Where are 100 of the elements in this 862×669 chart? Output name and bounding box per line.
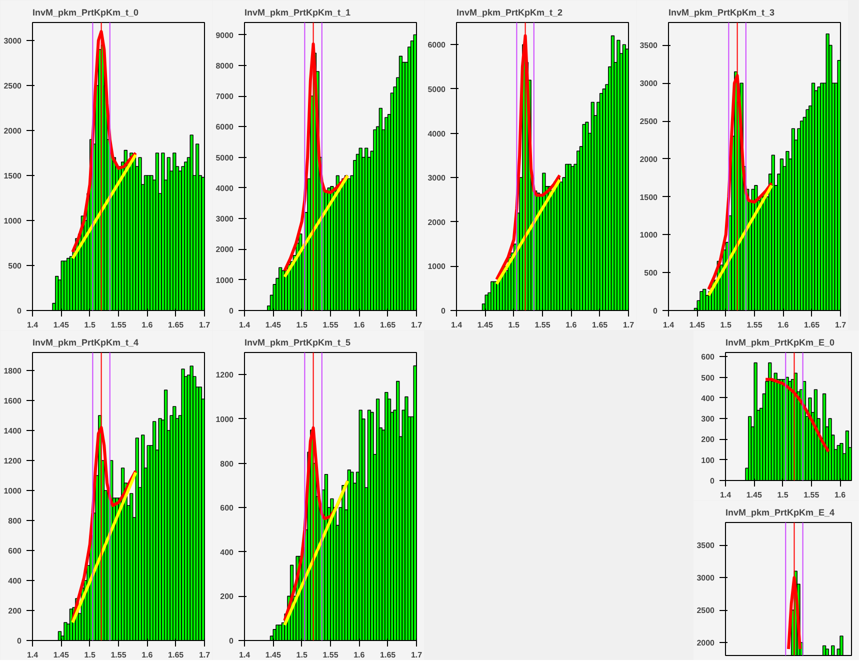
y-tick-label: 400 [701,394,716,403]
x-tick-label: 1.5 [296,320,308,330]
chart-title: InvM_pkm_PrtKpKm_t_3 [668,8,775,18]
y-tick-label: 0 [17,636,22,646]
y-tick-label: 300 [701,414,716,424]
x-tick-label: 1.6 [566,320,578,330]
x-tick-label: 1.45 [53,650,70,660]
x-tick-label: 1.6 [354,650,366,660]
x-tick-label: 1.4 [662,320,675,330]
x-tick-label: 1.6 [354,320,366,330]
x-tick-label: 1.65 [380,320,396,330]
y-tick-label: 2000 [4,126,22,136]
x-tick-label: 1.7 [410,320,423,330]
x-tick-label: 1.4 [450,320,463,330]
chart-title: InvM_pkm_PrtKpKm_t_4 [32,338,139,348]
y-tick-label: 2500 [4,82,22,90]
y-tick-label: 200 [701,435,716,444]
x-tick-label: 1.5 [508,320,520,330]
y-tick-label: 600 [8,546,22,556]
y-tick-label: 8000 [216,61,234,70]
x-tick-label: 1.6 [142,320,154,330]
x-tick-label: 1.65 [380,650,396,660]
y-tick-label: 5000 [216,153,234,162]
y-tick-label: 0 [710,476,716,486]
y-tick-label: 600 [701,352,716,362]
chart-title: InvM_pkm_PrtKpKm_t_2 [456,8,563,18]
y-tick-label: 7000 [216,92,234,102]
x-tick-label: 1.4 [238,320,251,330]
y-tick-label: 0 [17,306,22,316]
x-tick-label: 1.65 [592,320,608,330]
x-tick-label: 1.7 [410,650,423,660]
x-tick-label: 1.6 [834,490,846,500]
y-tick-label: 400 [8,576,22,586]
x-tick-label: 1.45 [265,320,282,330]
chart-title: InvM_pkm_PrtKpKm_t_0 [32,8,139,18]
y-tick-label: 2000 [216,245,234,254]
y-tick-label: 1200 [216,370,234,380]
y-tick-label: 200 [220,592,234,602]
y-tick-label: 6000 [428,40,446,50]
y-tick-label: 1200 [4,456,22,466]
y-tick-label: 1000 [216,276,234,285]
x-tick-label: 1.5 [720,320,732,330]
y-tick-label: 1000 [216,414,234,424]
x-tick-label: 1.7 [834,320,847,330]
y-tick-label: 1000 [4,216,22,226]
y-tick-label: 100 [701,456,716,465]
chart-title: InvM_pkm_PrtKpKm_t_1 [244,8,351,18]
y-tick-label: 0 [441,306,446,316]
x-tick-label: 1.7 [198,650,211,660]
x-tick-label: 1.65 [168,320,184,330]
x-tick-label: 1.55 [322,650,339,660]
y-tick-label: 1800 [4,366,22,376]
y-tick-label: 2500 [696,606,716,616]
chart-title: InvM_pkm_PrtKpKm_E_0 [726,338,835,348]
x-tick-label: 1.45 [689,320,706,330]
y-tick-label: 3000 [696,574,716,583]
y-tick-label: 1000 [428,262,446,272]
x-tick-label: 1.4 [238,650,251,660]
x-tick-label: 1.45 [746,490,762,500]
y-tick-label: 3000 [216,214,234,224]
x-tick-label: 1.7 [622,320,635,330]
y-tick-label: 0 [229,306,234,316]
x-tick-label: 1.5 [84,650,96,660]
x-tick-label: 1.55 [534,320,551,330]
y-tick-label: 3000 [428,174,446,183]
x-tick-label: 1.6 [142,650,154,660]
x-tick-label: 1.55 [110,320,127,330]
y-tick-label: 800 [8,516,22,526]
y-tick-label: 1500 [4,172,22,180]
x-tick-label: 1.55 [110,650,127,660]
y-tick-label: 1400 [4,426,22,436]
x-tick-label: 1.55 [804,490,820,500]
x-tick-label: 1.65 [804,320,820,330]
y-tick-label: 5000 [428,84,446,94]
y-tick-label: 3500 [696,541,716,550]
y-tick-label: 4000 [428,129,446,138]
y-tick-label: 6000 [216,122,234,132]
y-tick-label: 4000 [216,184,234,193]
y-tick-label: 200 [8,606,22,616]
x-tick-label: 1.4 [720,490,732,500]
y-tick-label: 800 [220,459,234,468]
y-tick-label: 500 [8,262,22,270]
y-tick-label: 1000 [640,230,658,240]
y-tick-label: 1600 [4,396,22,406]
y-tick-label: 3500 [640,41,658,50]
x-tick-label: 1.45 [53,320,70,330]
y-tick-label: 0 [229,636,234,646]
y-tick-label: 2000 [696,638,716,648]
y-tick-label: 2000 [428,218,446,227]
x-tick-label: 1.5 [84,320,96,330]
x-tick-label: 1.4 [26,650,39,660]
x-tick-label: 1.4 [26,320,39,330]
y-tick-label: 3000 [4,36,22,46]
y-tick-label: 400 [220,548,234,557]
chart-title: InvM_pkm_PrtKpKm_t_5 [244,338,351,348]
y-tick-label: 600 [220,504,234,513]
y-tick-label: 500 [701,373,716,382]
x-tick-label: 1.55 [746,320,763,330]
x-tick-label: 1.45 [265,650,282,660]
x-tick-label: 1.5 [296,650,308,660]
